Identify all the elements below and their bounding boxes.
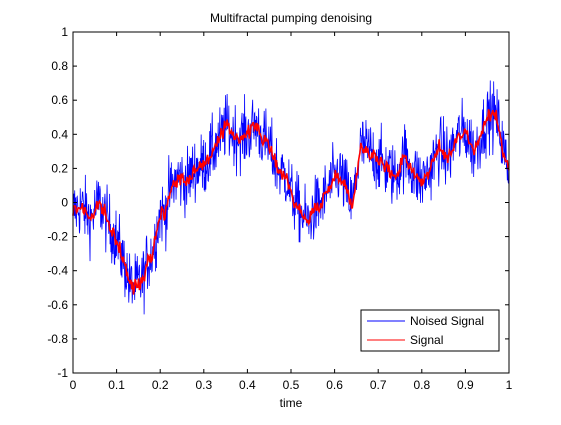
- y-tick-label: 0.8: [51, 59, 68, 73]
- x-tick-label: 0.8: [413, 378, 430, 392]
- y-tick-label: 1: [61, 25, 68, 39]
- x-tick-label: 0.7: [370, 378, 387, 392]
- x-tick-label: 0.1: [108, 378, 125, 392]
- y-tick-label: 0.4: [51, 127, 68, 141]
- x-tick-label: 0.4: [239, 378, 256, 392]
- y-tick-label: -0.2: [47, 230, 68, 244]
- y-tick-label: -1: [57, 366, 68, 380]
- legend-box: [360, 309, 500, 352]
- y-tick-label: -0.6: [47, 298, 68, 312]
- y-tick-label: -0.8: [47, 332, 68, 346]
- x-tick-label: 0.9: [457, 378, 474, 392]
- plot-area: [72, 80, 510, 315]
- chart-title: Multifractal pumping denoising: [210, 11, 372, 25]
- x-tick-label: 0.6: [326, 378, 343, 392]
- legend-label-noised-signal: Noised Signal: [410, 314, 484, 328]
- y-tick-label: -0.4: [47, 264, 68, 278]
- x-tick-label: 0.3: [195, 378, 212, 392]
- y-tick-label: 0.6: [51, 93, 68, 107]
- x-tick-label: 0.2: [152, 378, 169, 392]
- x-tick-label: 0.5: [283, 378, 300, 392]
- y-tick-label: 0: [61, 196, 68, 210]
- legend: Noised Signal Signal: [360, 309, 500, 352]
- axis-ticks: 0 0.1 0.2 0.3 0.4 0.5 0.6 0.7 0.8 0.9 1 -1 -0.8 -0.6 -…: [47, 25, 512, 392]
- x-axis-label: time: [280, 396, 303, 410]
- x-tick-label: 1: [506, 378, 513, 392]
- series-signal-line: [72, 109, 510, 295]
- x-tick-label: 0: [70, 378, 77, 392]
- y-tick-label: 0.2: [51, 161, 68, 175]
- legend-label-signal: Signal: [410, 333, 443, 347]
